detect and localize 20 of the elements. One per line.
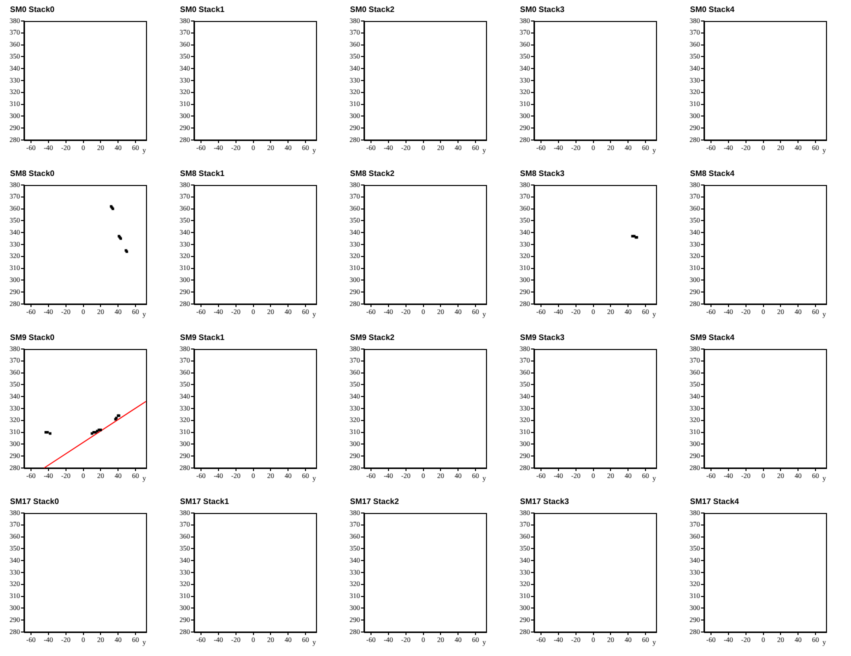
chart-title: SM8 Stack4 — [690, 169, 736, 178]
chart-title: SM9 Stack1 — [180, 333, 226, 342]
chart-title: SM9 Stack3 — [520, 333, 566, 342]
chart-title: SM0 Stack1 — [180, 5, 226, 14]
chart-title: SM8 Stack1 — [180, 169, 226, 178]
chart-title: SM8 Stack2 — [350, 169, 396, 178]
chart-title: SM0 Stack0 — [10, 5, 56, 14]
chart-title: SM9 Stack0 — [10, 333, 56, 342]
chart-title: SM17 Stack2 — [350, 497, 400, 506]
chart-title: SM17 Stack4 — [690, 497, 740, 506]
chart-title: SM8 Stack0 — [10, 169, 56, 178]
chart-title: SM17 Stack1 — [180, 497, 230, 506]
chart-title: SM9 Stack2 — [350, 333, 396, 342]
chart-title: SM8 Stack3 — [520, 169, 566, 178]
chart-title: SM0 Stack2 — [350, 5, 396, 14]
chart-title: SM0 Stack3 — [520, 5, 566, 14]
chart-title: SM17 Stack0 — [10, 497, 60, 506]
chart-title: SM0 Stack4 — [690, 5, 736, 14]
chart-title: SM17 Stack3 — [520, 497, 570, 506]
chart-title: SM9 Stack4 — [690, 333, 736, 342]
